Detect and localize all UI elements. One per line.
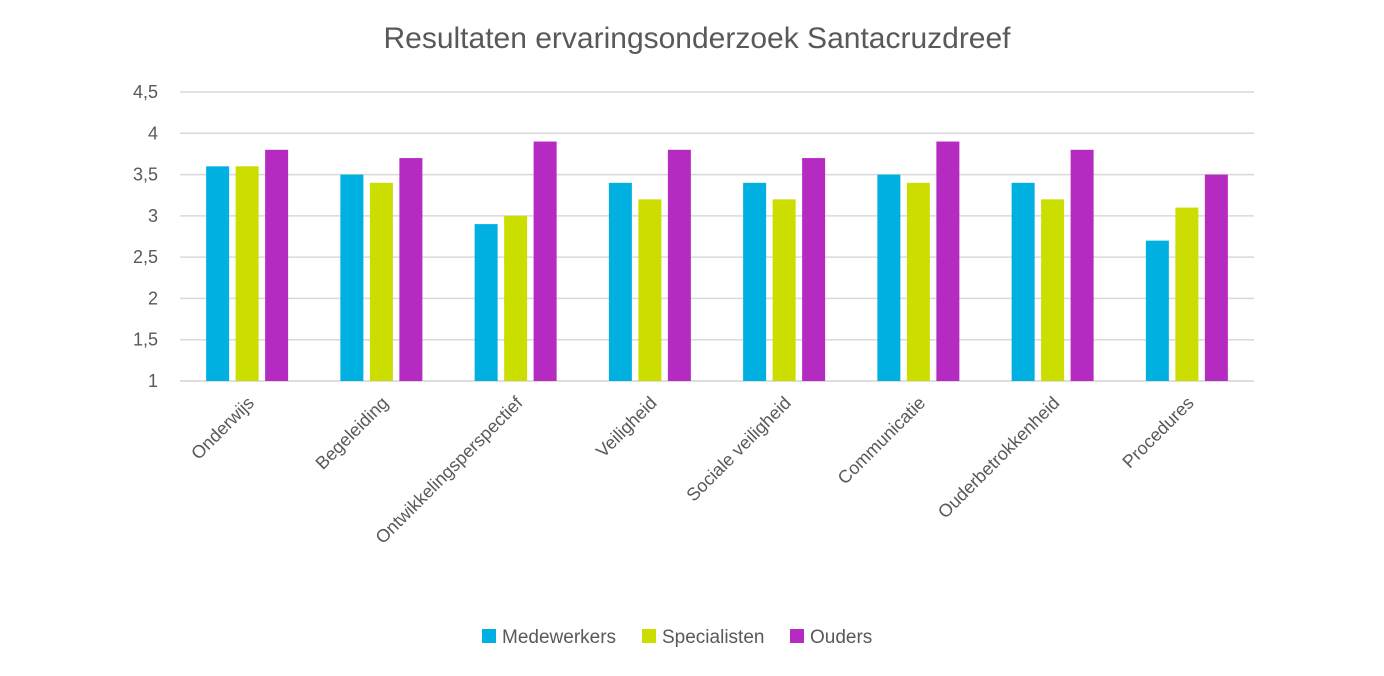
bar-medewerkers bbox=[340, 174, 364, 381]
bar-specialisten bbox=[1175, 207, 1199, 381]
y-tick-label: 3,5 bbox=[133, 165, 158, 185]
bar-ouders bbox=[802, 158, 826, 381]
x-tick-label: Begeleiding bbox=[312, 393, 393, 474]
y-axis-ticks: 1 1,5 2 2,5 3 3,5 4 4,5 bbox=[133, 82, 158, 391]
bar-ouders bbox=[1204, 174, 1228, 381]
bar-medewerkers bbox=[877, 174, 901, 381]
bar-ouders bbox=[265, 149, 289, 381]
x-tick-label: Procedures bbox=[1118, 393, 1197, 472]
bar-medewerkers bbox=[474, 224, 498, 381]
y-tick-label: 4 bbox=[148, 123, 158, 143]
bar-medewerkers bbox=[206, 166, 230, 381]
bar-specialisten bbox=[638, 199, 662, 381]
y-tick-label: 2 bbox=[148, 288, 158, 308]
bar-specialisten bbox=[772, 199, 796, 381]
bar-specialisten bbox=[504, 215, 528, 381]
bar-specialisten bbox=[369, 182, 393, 381]
bar-ouders bbox=[1070, 149, 1094, 381]
bar-ouders bbox=[399, 158, 423, 381]
legend-swatch bbox=[482, 629, 496, 643]
legend-swatch bbox=[790, 629, 804, 643]
x-tick-label: Onderwijs bbox=[187, 393, 258, 464]
legend-item: Ouders bbox=[790, 627, 872, 648]
bar-medewerkers bbox=[608, 182, 632, 381]
x-axis-labels: Onderwijs BegeleidingOntwikkelingsperspec… bbox=[187, 392, 1197, 548]
x-tick-label: Ontwikkelingsperspectief bbox=[372, 392, 528, 548]
bar-medewerkers bbox=[1011, 182, 1035, 381]
bar-ouders bbox=[667, 149, 691, 381]
bars bbox=[206, 141, 1228, 381]
bar-specialisten bbox=[1041, 199, 1065, 381]
bar-medewerkers bbox=[743, 182, 767, 381]
legend-label: Ouders bbox=[810, 627, 872, 648]
bar-specialisten bbox=[235, 166, 259, 381]
y-tick-label: 1 bbox=[148, 371, 158, 391]
x-tick-label: Communicatie bbox=[834, 393, 929, 488]
y-tick-label: 4,5 bbox=[133, 82, 158, 102]
legend-label: Specialisten bbox=[662, 627, 764, 648]
y-tick-label: 1,5 bbox=[133, 330, 158, 350]
legend: Medewerkers Specialisten Ouders bbox=[482, 627, 872, 648]
bar-specialisten bbox=[906, 182, 930, 381]
y-tick-label: 2,5 bbox=[133, 247, 158, 267]
legend-item: Medewerkers bbox=[482, 627, 616, 648]
bar-medewerkers bbox=[1145, 240, 1169, 381]
bar-ouders bbox=[533, 141, 557, 381]
legend-label: Medewerkers bbox=[502, 627, 616, 648]
x-tick-label: Sociale veiligheid bbox=[682, 393, 794, 505]
x-tick-label: Veiligheid bbox=[592, 393, 661, 462]
legend-swatch bbox=[642, 629, 656, 643]
y-tick-label: 3 bbox=[148, 206, 158, 226]
bar-ouders bbox=[936, 141, 960, 381]
chart-title: Resultaten ervaringsonderzoek Santacruzd… bbox=[383, 22, 1011, 55]
x-tick-label: Ouderbetrokkenheid bbox=[934, 393, 1063, 522]
legend-item: Specialisten bbox=[642, 627, 764, 648]
